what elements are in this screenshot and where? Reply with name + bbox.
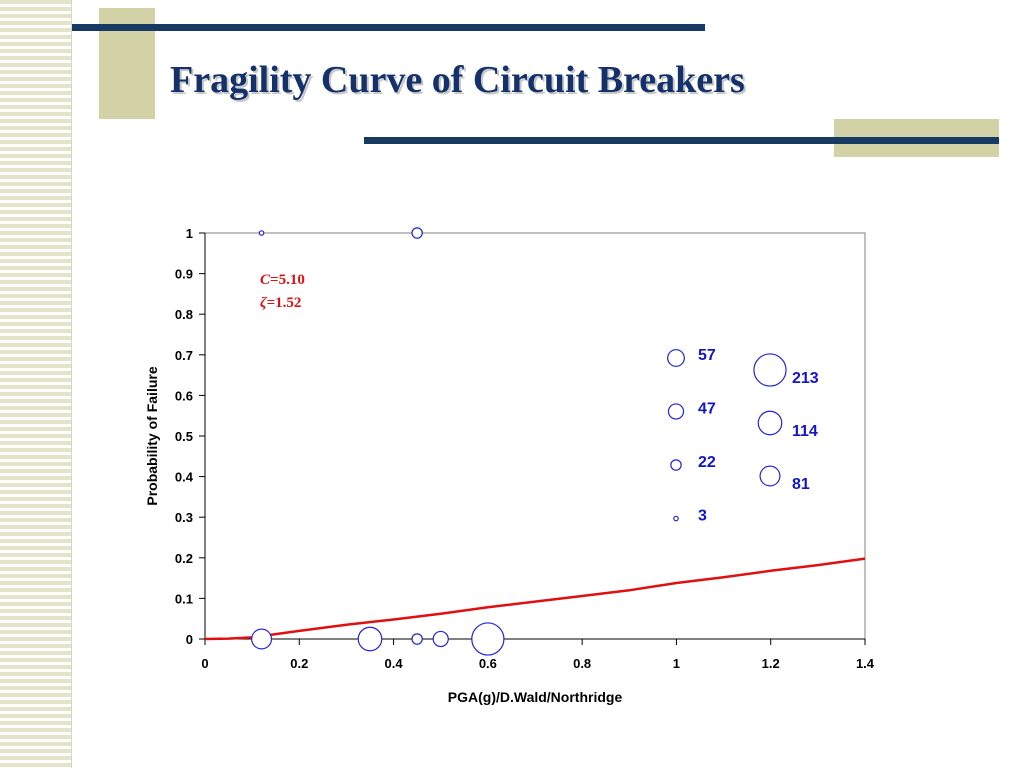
points-layer <box>251 227 505 656</box>
data-point <box>411 633 423 645</box>
param-zeta-symbol: ζ <box>260 295 268 311</box>
y-tick-label: 0.1 <box>175 591 193 606</box>
y-tick-label: 0.9 <box>175 267 193 282</box>
legend-marker <box>759 465 781 487</box>
y-tick-label: 0.7 <box>175 348 193 363</box>
y-tick-label: 0.4 <box>175 470 194 485</box>
y-tick-label: 1 <box>186 226 193 241</box>
x-axis-label: PGA(g)/D.Wald/Northridge <box>448 689 623 705</box>
legend-marker <box>757 410 783 436</box>
legend-marker <box>667 349 685 367</box>
data-point <box>357 626 383 652</box>
param-c-value: =5.10 <box>270 272 305 288</box>
x-tick-label: 0 <box>201 656 208 671</box>
y-tick-label: 0.3 <box>175 510 193 525</box>
size-legend: 57 47 22 3 213 114 81 <box>667 347 819 525</box>
legend-marker <box>667 403 685 420</box>
data-point <box>251 628 273 650</box>
fragility-chart: 0 0.1 0.2 0.3 0.4 0.5 0.6 0.7 0.8 0.9 1 0 0.2 0.4 0.6 0… <box>144 226 875 705</box>
legend-marker <box>670 459 682 471</box>
x-tick-label: 0.6 <box>479 656 497 671</box>
y-tick-label: 0.8 <box>175 307 193 322</box>
x-tick-label: 0.2 <box>290 656 308 671</box>
data-point <box>471 622 505 656</box>
data-point <box>432 630 449 648</box>
legend-label: 47 <box>698 401 716 418</box>
param-zeta: ζ=1.52 <box>260 295 301 311</box>
plot-area <box>204 232 866 640</box>
y-tick-label: 0.2 <box>175 551 193 566</box>
legend-label: 213 <box>792 370 819 387</box>
x-tick-label: 1.4 <box>856 656 875 671</box>
left-stripe-decoration <box>0 0 72 768</box>
legend-label: 81 <box>792 476 810 493</box>
title-accent-line-bottom <box>364 137 999 144</box>
param-c: C=5.10 <box>260 272 305 288</box>
x-tick-label: 0.4 <box>385 656 404 671</box>
x-tick-label: 0.8 <box>573 656 591 671</box>
legend-label: 22 <box>698 454 716 471</box>
y-axis-label: Probability of Failure <box>144 366 160 505</box>
y-tick-label: 0.6 <box>175 388 193 403</box>
param-zeta-value: =1.52 <box>267 295 302 311</box>
legend-marker <box>753 353 787 387</box>
param-c-symbol: C <box>260 272 271 288</box>
axes: 0 0.1 0.2 0.3 0.4 0.5 0.6 0.7 0.8 0.9 1 0 0.2 0.4 0.6 0… <box>175 226 875 671</box>
legend-label: 57 <box>698 347 716 364</box>
slide-title: Fragility Curve of Circuit Breakers <box>170 59 745 101</box>
x-tick-label: 1 <box>673 656 680 671</box>
y-tick-label: 0.5 <box>175 429 193 444</box>
legend-marker <box>673 515 679 522</box>
legend-label: 3 <box>698 508 707 525</box>
data-point <box>258 230 265 236</box>
data-point <box>411 227 423 239</box>
title-accent-line-top <box>72 24 705 31</box>
legend-label: 114 <box>792 423 818 440</box>
x-tick-label: 1.2 <box>762 656 780 671</box>
y-tick-label: 0 <box>186 632 193 647</box>
